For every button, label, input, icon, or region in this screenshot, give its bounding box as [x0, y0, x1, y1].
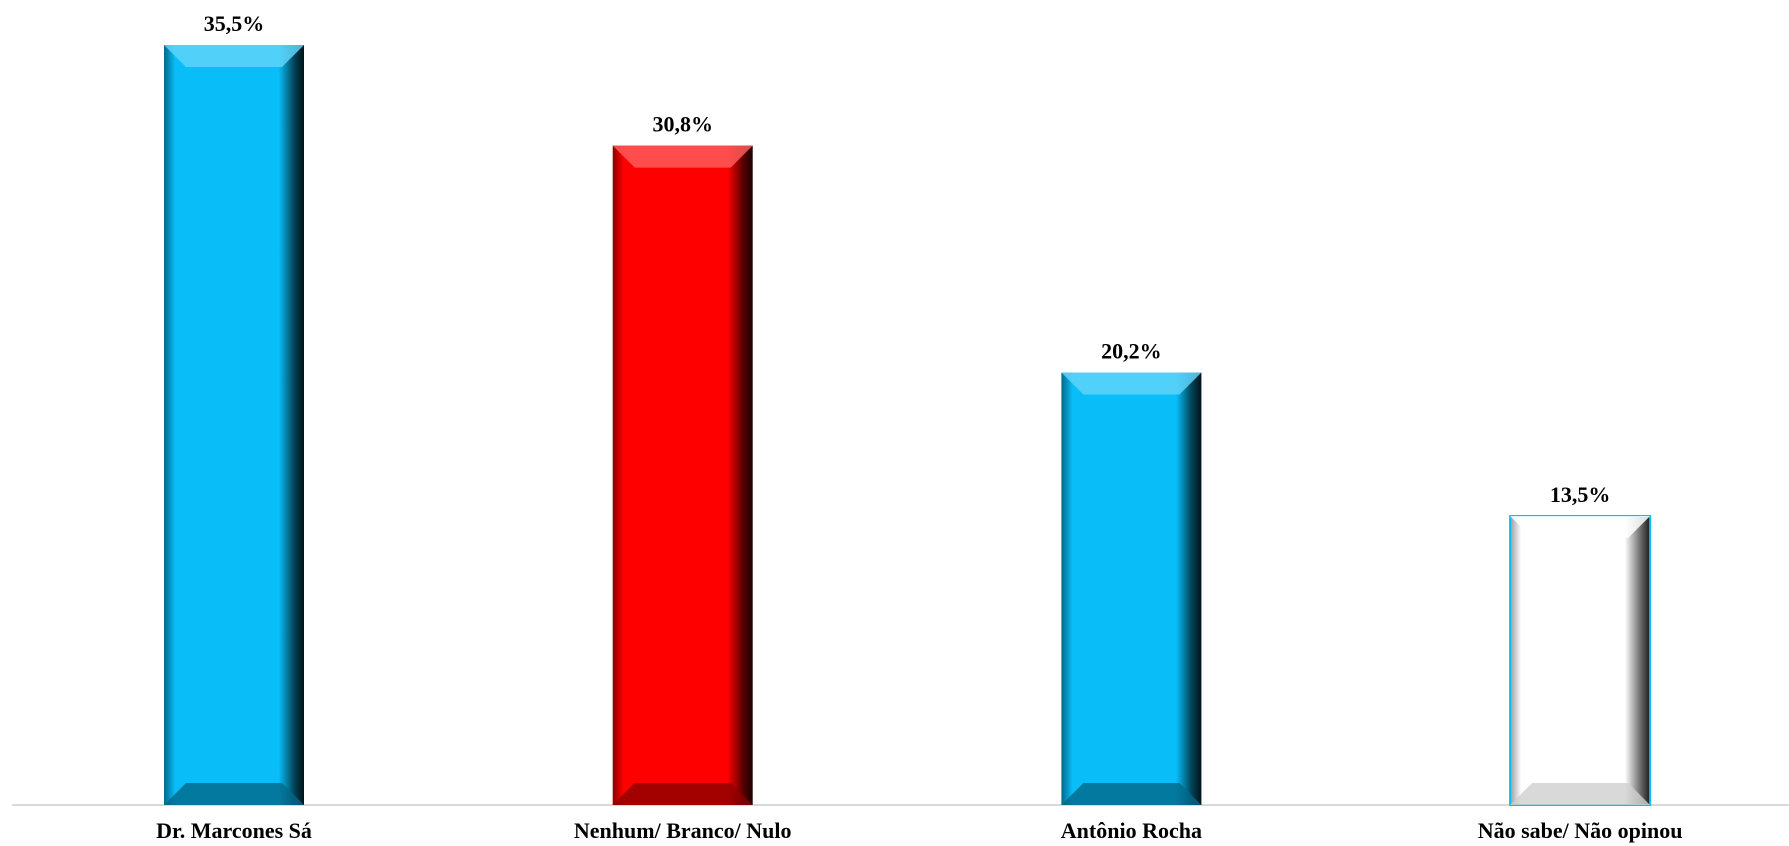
bar-top-bevel [612, 145, 753, 168]
bars-layer [164, 45, 1652, 806]
bar-top-bevel [164, 45, 304, 67]
data-label: 20,2% [1101, 339, 1162, 364]
bar-top-bevel [1510, 515, 1651, 538]
bar-body [612, 145, 753, 805]
bar-bottom-bevel [612, 783, 753, 805]
bar-bottom-bevel [1510, 783, 1651, 805]
category-label: Dr. Marcones Sá [156, 818, 312, 843]
data-label: 30,8% [652, 112, 713, 137]
bar-bottom-bevel [1061, 783, 1202, 805]
bar-3 [1509, 514, 1652, 806]
labels-layer: 35,5% Dr. Marcones Sá 30,8% Nenhum/ Branco/… [156, 11, 1682, 843]
bar-body [1061, 372, 1202, 805]
category-label: Não sabe/ Não opinou [1478, 818, 1683, 843]
bar-top-bevel [1061, 372, 1202, 395]
bar-0 [164, 45, 304, 805]
category-label: Nenhum/ Branco/ Nulo [574, 818, 792, 843]
data-label: 13,5% [1550, 482, 1611, 507]
category-label: Antônio Rocha [1061, 818, 1202, 843]
bar-body [164, 45, 304, 805]
bar-2 [1061, 372, 1202, 805]
bar-bottom-bevel [164, 783, 304, 805]
bar-1 [612, 145, 753, 805]
data-label: 35,5% [204, 11, 265, 36]
bar-body [1509, 514, 1652, 806]
